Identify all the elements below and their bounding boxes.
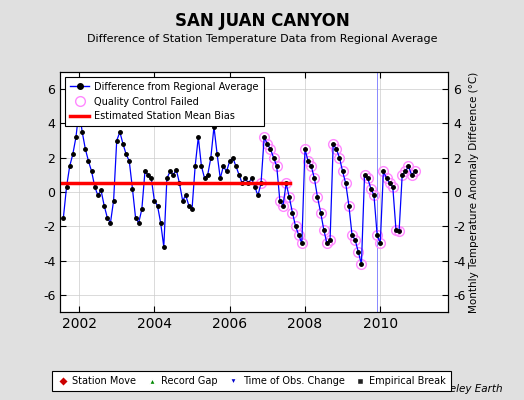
Legend: Difference from Regional Average, Quality Control Failed, Estimated Station Mean: Difference from Regional Average, Qualit… [65, 77, 264, 126]
Text: Difference of Station Temperature Data from Regional Average: Difference of Station Temperature Data f… [87, 34, 437, 44]
Text: SAN JUAN CANYON: SAN JUAN CANYON [174, 12, 350, 30]
Legend: Station Move, Record Gap, Time of Obs. Change, Empirical Break: Station Move, Record Gap, Time of Obs. C… [52, 372, 451, 391]
Text: Berkeley Earth: Berkeley Earth [427, 384, 503, 394]
Y-axis label: Monthly Temperature Anomaly Difference (°C): Monthly Temperature Anomaly Difference (… [470, 71, 479, 313]
